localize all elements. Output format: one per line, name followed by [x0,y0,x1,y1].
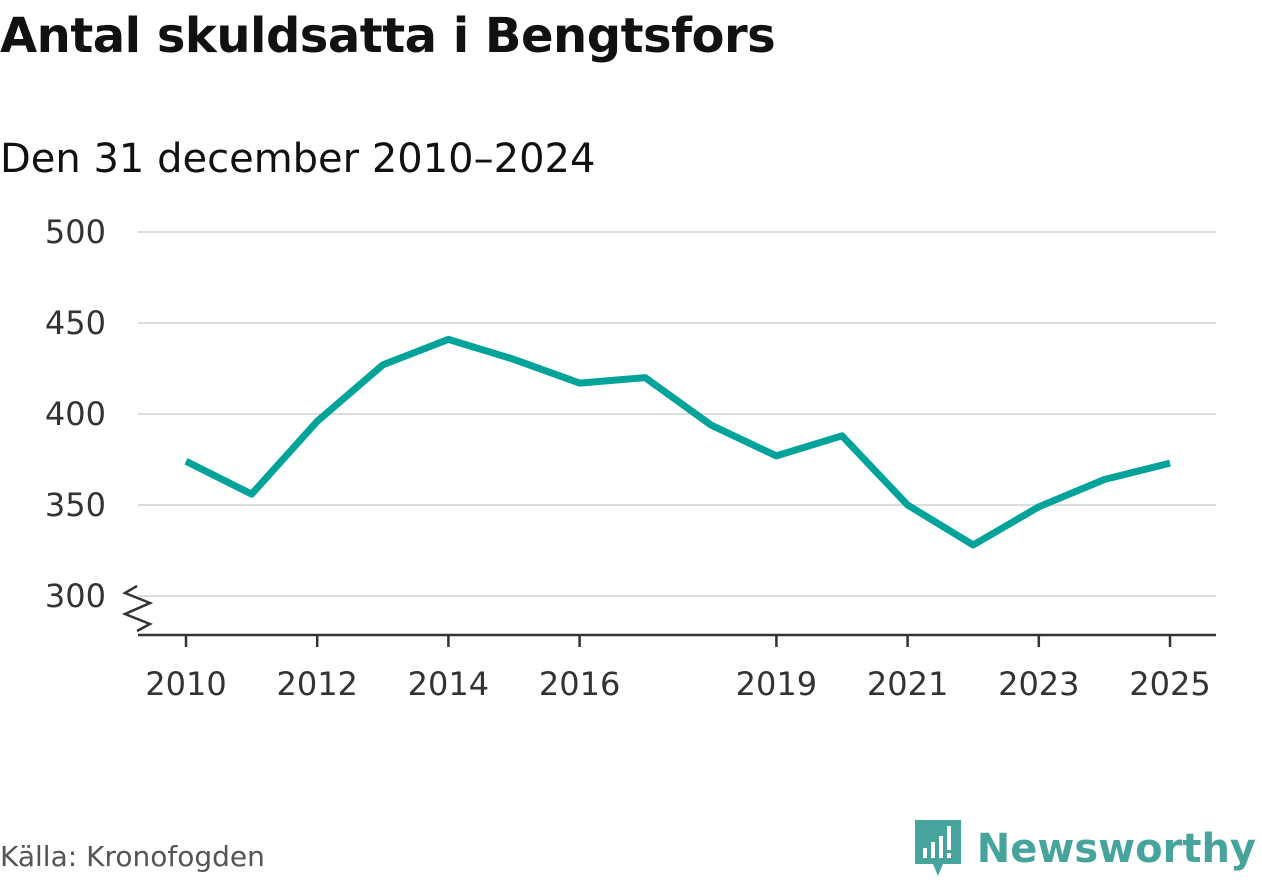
brand-logo: Newsworthy [913,818,1256,880]
x-tick-label: 2021 [867,665,948,703]
x-axis-labels: 2010 2012 2014 2016 2019 2021 2023 2025 [145,665,1210,703]
y-axis-labels: 300 350 400 450 500 [45,213,106,615]
brand-name: Newsworthy [977,826,1256,872]
x-tick-label: 2014 [408,665,489,703]
y-tick-label: 450 [45,304,106,342]
source-note: Källa: Kronofogden [0,840,265,873]
y-tick-label: 400 [45,395,106,433]
x-tick-label: 2025 [1129,665,1210,703]
series-line-0 [186,339,1170,545]
x-axis [138,635,1216,647]
data-series [186,339,1170,545]
x-tick-label: 2016 [539,665,620,703]
gridlines [138,232,1216,596]
x-tick-label: 2012 [276,665,357,703]
y-tick-label: 350 [45,486,106,524]
line-chart: 300 350 400 450 500 2010 2012 2014 2016 2019 2021… [0,0,1262,800]
y-tick-label: 500 [45,213,106,251]
axis-break-icon [125,586,150,631]
x-tick-label: 2010 [145,665,226,703]
newsworthy-logo-icon [913,818,963,880]
y-tick-label: 300 [45,577,106,615]
x-tick-label: 2023 [998,665,1079,703]
x-tick-label: 2019 [736,665,817,703]
